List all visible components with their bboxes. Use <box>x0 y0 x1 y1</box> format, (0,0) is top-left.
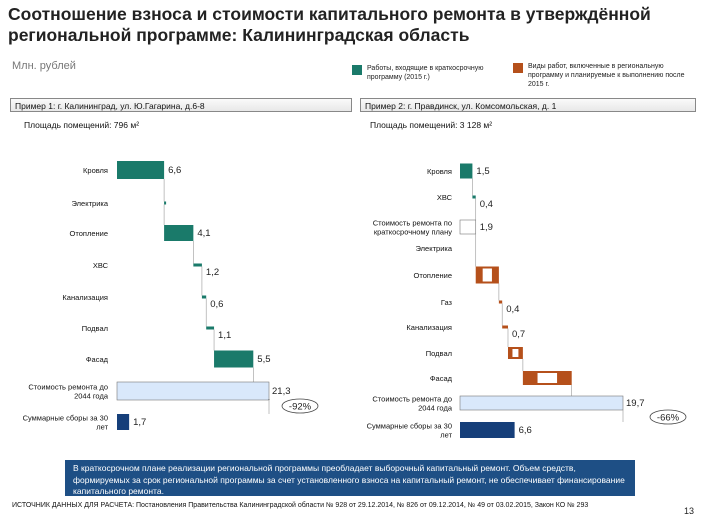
chart1-bar-4 <box>193 263 202 267</box>
chart1-category-label-8-line-2: 2044 года <box>74 392 109 401</box>
legend-label-long-term: Виды работ, включенные в региональную пр… <box>528 63 685 88</box>
chart1-value-label-5: 0,6 <box>210 299 223 310</box>
chart1-category-label-6: Подвал <box>82 324 108 333</box>
chart1-difference-ellipse <box>281 398 319 414</box>
chart1-bar-9 <box>117 414 130 430</box>
chart2-difference-label: -66% <box>657 413 680 424</box>
chart2-bar-11 <box>460 422 515 438</box>
chart2-category-label-5: Отопление <box>414 271 452 280</box>
chart1-bar-2 <box>164 201 167 205</box>
chart2-category-label-4: Электрика <box>416 244 453 253</box>
chart1-category-label-9-line-2: лет <box>96 423 108 432</box>
left-example-header: Пример 1: г. Калининград, ул. Ю.Гагарина… <box>10 98 352 112</box>
chart1-category-label-7: Фасад <box>86 355 109 364</box>
chart2-value-label-1: 1,5 <box>476 166 489 177</box>
chart1-value-label-9: 1,7 <box>133 417 146 428</box>
right-area-label: Площадь помещений: 3 128 м² <box>370 120 493 130</box>
chart2-category-label-2: ХВС <box>437 193 453 202</box>
chart1-category-label-4: ХВС <box>93 261 109 270</box>
chart1-bar-3 <box>164 225 194 241</box>
conclusion-box: В краткосрочном плане реализации региона… <box>65 460 635 496</box>
chart1-value-label-4: 1,2 <box>206 267 219 278</box>
chart1-category-label-9-line-1: Суммарные сборы за 30 <box>23 414 108 423</box>
chart1-value-label-7: 5,5 <box>257 354 270 365</box>
chart2-value-label-7: 0,7 <box>512 329 525 340</box>
chart2-category-label-6: Газ <box>441 298 453 307</box>
chart1-category-label-5: Канализация <box>62 293 108 302</box>
chart2-bar-7 <box>502 325 508 329</box>
chart2-bar-inner-9 <box>537 373 558 383</box>
legend-item-long-term: Виды работ, включенные в региональную пр… <box>513 62 698 89</box>
chart2-category-label-7: Канализация <box>406 323 452 332</box>
chart1-value-label-3: 4,1 <box>197 228 210 239</box>
chart2-value-label-6: 0,4 <box>506 304 519 315</box>
chart2-category-label-11-line-1: Суммарные сборы за 30 <box>367 422 452 431</box>
left-area-label: Площадь помещений: 796 м² <box>24 120 140 130</box>
chart2-bar-6 <box>498 300 503 304</box>
legend-item-short-term: Работы, входящие в краткосрочную програм… <box>352 64 502 82</box>
chart1-category-label-1: Кровля <box>83 166 108 175</box>
chart2-bar-inner-5 <box>482 268 492 282</box>
chart1-bar-8 <box>116 381 270 401</box>
chart2-bar-3 <box>459 219 477 235</box>
chart2-bar-1 <box>460 163 473 179</box>
chart1-value-label-1: 6,6 <box>168 165 181 176</box>
legend-label-short-term: Работы, входящие в краткосрочную програм… <box>367 65 484 81</box>
chart1-bar-6 <box>206 326 215 330</box>
chart1-bar-1 <box>117 161 165 179</box>
chart2-value-label-3: 1,9 <box>480 222 493 233</box>
chart2-category-label-8: Подвал <box>426 349 452 358</box>
chart1-bar-5 <box>201 295 207 299</box>
chart2-value-label-10: 19,7 <box>626 398 645 409</box>
unit-label: Млн. рублей <box>12 60 76 72</box>
page-number: 13 <box>683 506 694 516</box>
chart1-bar-7 <box>214 350 254 368</box>
chart2-bar-2 <box>472 195 476 199</box>
legend-swatch-short-term <box>352 65 362 75</box>
chart2-category-label-3-line-1: Стоимость ремонта по <box>373 219 452 228</box>
chart2-category-label-10-line-2: 2044 года <box>418 404 453 413</box>
chart1-value-label-6: 1,1 <box>218 330 231 341</box>
source-note: ИСТОЧНИК ДАННЫХ ДЛЯ РАСЧЕТА: Постановлен… <box>12 502 589 509</box>
page-title: Соотношение взноса и стоимости капитальн… <box>8 4 651 45</box>
chart2-category-label-10-line-1: Стоимость ремонта до <box>372 395 452 404</box>
right-example-header: Пример 2: г. Правдинск, ул. Комсомольска… <box>360 98 696 112</box>
chart1-difference-label: -92% <box>289 402 312 413</box>
chart1-category-label-3: Отопление <box>70 229 108 238</box>
chart2-category-label-1: Кровля <box>427 167 452 176</box>
chart1-category-label-2: Электрика <box>72 199 109 208</box>
chart2-value-label-11: 6,6 <box>519 425 532 436</box>
chart1-value-label-8: 21,3 <box>272 386 291 397</box>
chart2-value-label-2: 0,4 <box>480 199 493 210</box>
chart2-bar-10 <box>459 395 624 411</box>
chart2-difference-ellipse <box>649 409 687 425</box>
chart2-category-label-11-line-2: лет <box>440 431 452 440</box>
chart1-category-label-8-line-1: Стоимость ремонта до <box>28 383 108 392</box>
chart2-bar-inner-8 <box>512 349 519 357</box>
chart2-category-label-9: Фасад <box>430 374 453 383</box>
legend-swatch-long-term <box>513 63 523 73</box>
chart2-category-label-3-line-2: краткосрочному плану <box>374 228 452 237</box>
